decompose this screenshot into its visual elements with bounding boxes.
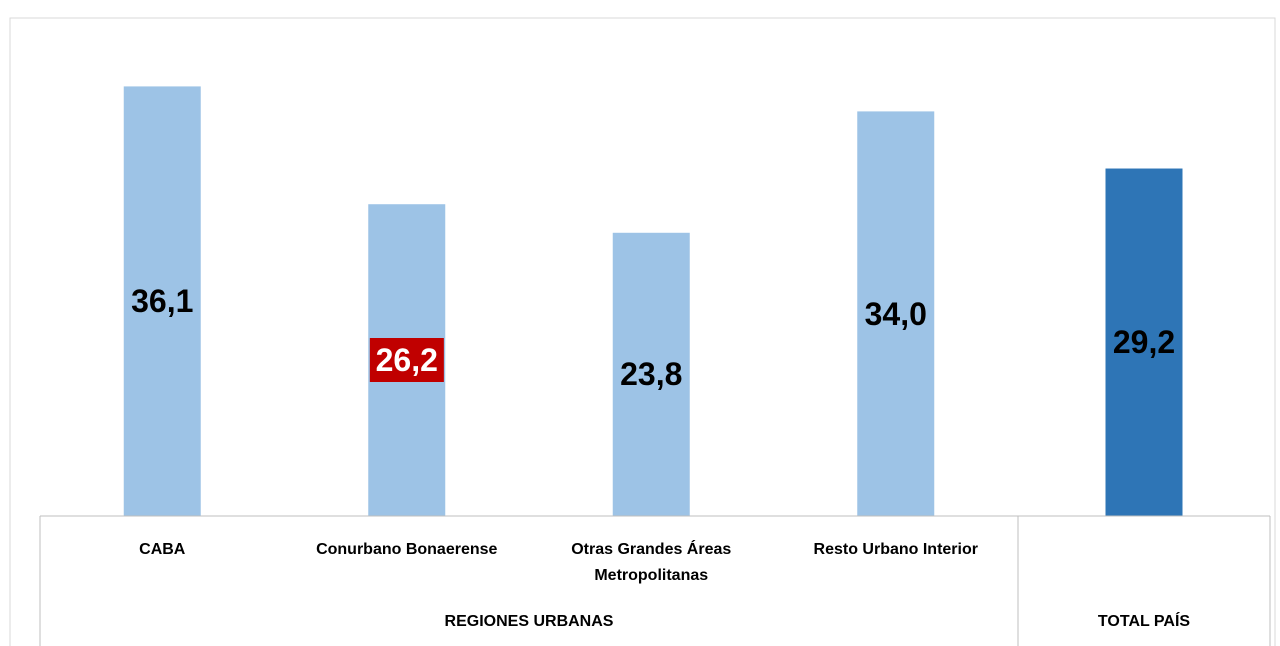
group-label: REGIONES URBANAS — [444, 613, 614, 630]
data-label: 23,8 — [620, 356, 683, 393]
chart-border — [9, 17, 1276, 646]
x-tick-label: Resto Urbano Interior — [813, 541, 978, 558]
data-label: 36,1 — [131, 283, 194, 320]
x-tick-label: Conurbano Bonaerense — [316, 541, 498, 558]
data-label: 29,2 — [1112, 324, 1176, 361]
bar — [612, 232, 690, 516]
x-tick-label: CABA — [139, 541, 186, 558]
x-tick-label: Otras Grandes Áreas Metropolitanas — [571, 541, 732, 584]
bar — [857, 111, 935, 517]
group-label: TOTAL PAÍS — [1097, 613, 1191, 630]
bar — [1105, 168, 1183, 516]
bar — [123, 86, 201, 516]
data-label: 34,0 — [864, 295, 927, 332]
data-label: 26,2 — [369, 338, 444, 383]
